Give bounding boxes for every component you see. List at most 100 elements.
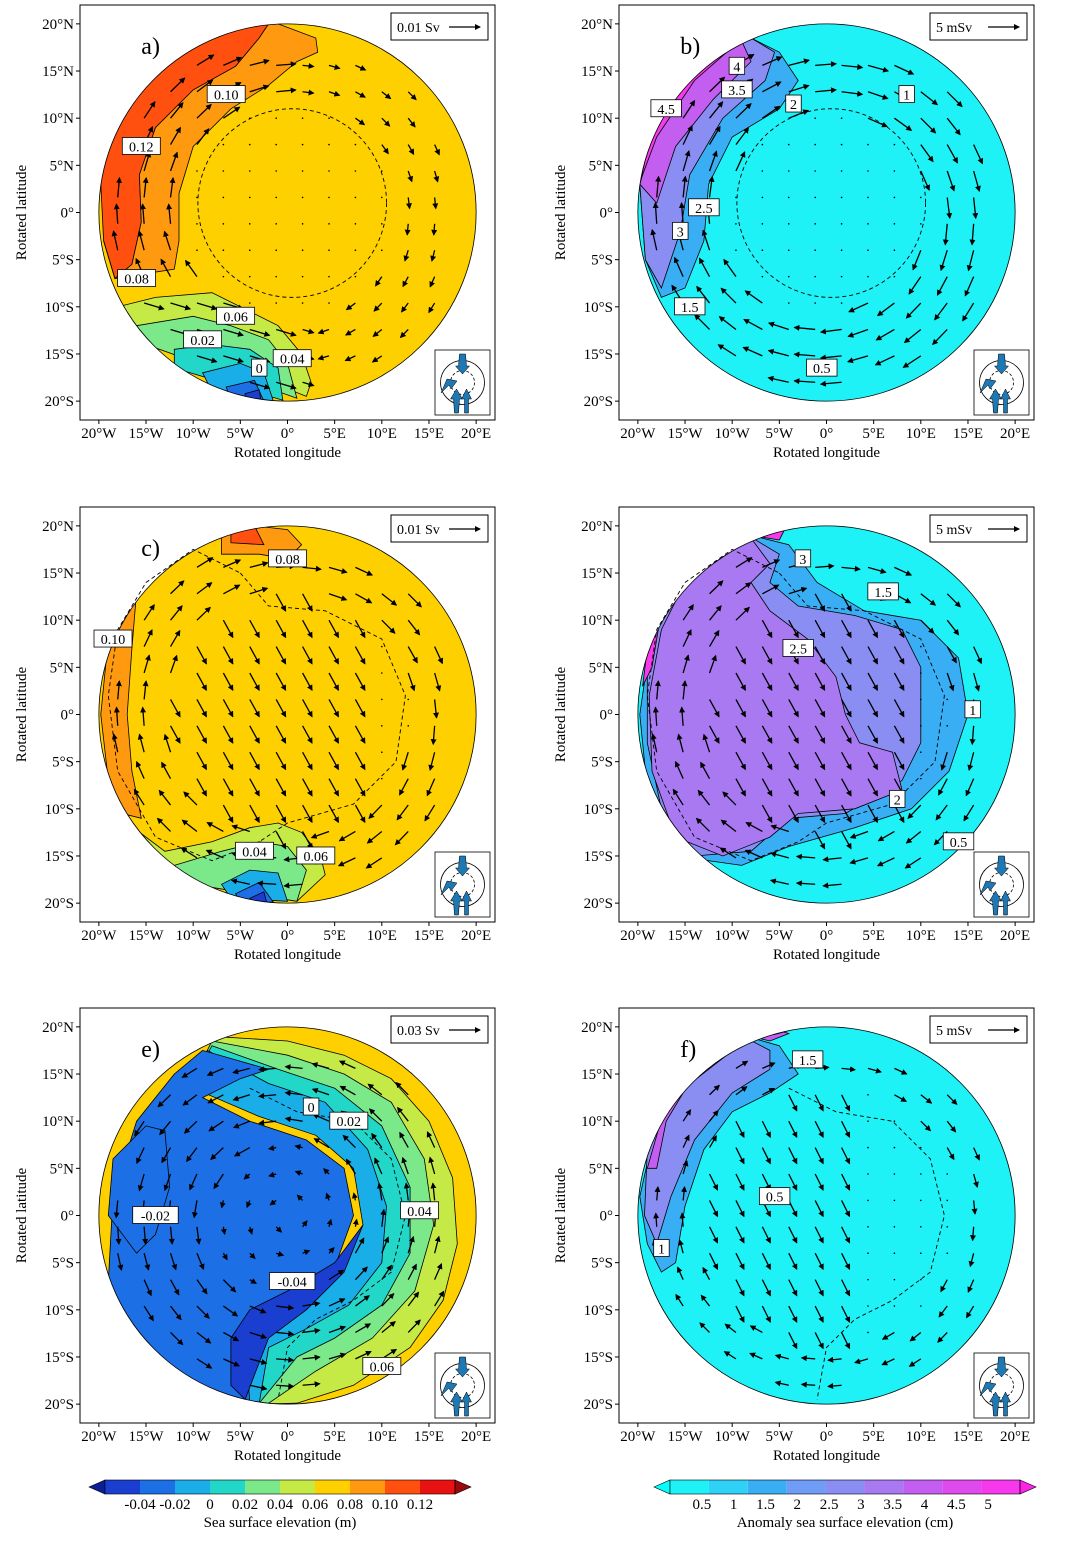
vector-arrow xyxy=(407,1235,415,1254)
vector-arrow xyxy=(793,324,816,331)
vector-arrow xyxy=(761,751,773,771)
vector-arrow xyxy=(761,725,773,744)
vector-arrow xyxy=(381,1292,395,1307)
panel-label: b) xyxy=(680,34,700,60)
vector-arrow xyxy=(396,804,409,821)
inset-outflow-arrow xyxy=(979,378,997,394)
y-axis-label: Rotated latitude xyxy=(553,1167,569,1263)
vector-dot xyxy=(840,143,843,146)
vector-field xyxy=(113,1060,445,1391)
vector-arrow xyxy=(302,593,313,612)
x-tick-label: 10°W xyxy=(176,1429,212,1445)
vector-dot xyxy=(920,1278,922,1281)
contour-fills xyxy=(107,1035,458,1405)
contour-label-text: 1 xyxy=(969,704,976,719)
vector-dot xyxy=(222,275,225,278)
contour-label-text: 3.5 xyxy=(728,84,746,99)
vector-arrow xyxy=(761,1252,771,1271)
colorbar-segment xyxy=(903,1480,943,1494)
contour-label: -0.02 xyxy=(132,1206,179,1225)
vector-arrow xyxy=(920,1094,933,1104)
contour-label: 0.5 xyxy=(942,832,975,851)
x-tick-label: 20°W xyxy=(81,928,117,944)
vector-arrow xyxy=(275,1251,285,1257)
vector-arrow xyxy=(249,751,260,771)
vector-arrow xyxy=(196,54,215,66)
vector-dot xyxy=(814,275,816,278)
vector-arrow xyxy=(143,100,156,119)
vector-arrow xyxy=(946,646,957,664)
vector-dot xyxy=(248,143,251,146)
contour-region xyxy=(230,1224,364,1401)
vector-dot xyxy=(222,249,225,252)
inset-outflow-arrow xyxy=(440,880,458,896)
y-tick-label: 0° xyxy=(61,1209,75,1225)
vector-arrow xyxy=(867,804,879,824)
vector-arrow xyxy=(269,1199,277,1206)
vector-dot xyxy=(867,1278,869,1281)
vector-arrow xyxy=(210,1147,224,1161)
vector-arrow xyxy=(371,1132,383,1148)
vector-arrow xyxy=(735,1060,749,1069)
vector-arrow xyxy=(881,1331,895,1340)
vector-arrow xyxy=(971,1200,978,1215)
contour-label-text: 1.5 xyxy=(799,1054,817,1069)
vector-arrow xyxy=(402,276,409,288)
vector-arrow xyxy=(720,287,737,304)
vector-arrow xyxy=(709,76,726,93)
contour-label-box xyxy=(650,99,682,118)
contour-label-text: 0.12 xyxy=(129,140,154,155)
vector-arrow xyxy=(205,849,224,859)
panel-label: c) xyxy=(141,536,160,562)
vector-arrow xyxy=(170,580,185,595)
contour-label-box xyxy=(216,306,256,325)
vector-arrow xyxy=(430,1182,437,1201)
contour-label: 0.10 xyxy=(206,85,246,104)
vector-arrow xyxy=(405,197,412,210)
vector-arrow xyxy=(770,851,789,859)
colorbar-segment xyxy=(864,1480,904,1494)
inset-south-arrow-1 xyxy=(989,1391,1002,1417)
vector-arrow xyxy=(814,1147,824,1165)
vector-arrow xyxy=(819,380,842,387)
vector-arrow xyxy=(328,778,340,797)
contour-label-text: 2.5 xyxy=(789,642,807,657)
vector-arrow xyxy=(654,680,661,700)
vector-arrow xyxy=(232,1120,251,1129)
inset-inflow-arrow xyxy=(454,855,471,877)
vector-dot xyxy=(867,1226,869,1228)
vector-arrow xyxy=(761,778,773,797)
vector-arrow xyxy=(169,629,181,647)
vector-arrow xyxy=(867,646,879,665)
vector-arrow xyxy=(920,619,935,634)
vector-arrow xyxy=(169,699,181,718)
vector-arrow xyxy=(275,593,287,612)
vector-dot xyxy=(196,249,198,252)
x-axis-label: Rotated longitude xyxy=(234,947,341,963)
chart-d: 3 1.5 2.5 1 2 0.5 5 mSv 20°W 15°W 10°W 5°W 0° 5°E 10°… xyxy=(553,506,1035,963)
vector-dot xyxy=(867,1146,869,1149)
vector-arrow xyxy=(735,127,750,145)
vector-arrow xyxy=(183,1120,198,1134)
vector-arrow xyxy=(284,1090,303,1097)
vector-arrow xyxy=(742,346,763,357)
vector-arrow xyxy=(973,170,981,193)
vector-dot xyxy=(328,117,330,119)
vector-arrow xyxy=(735,1173,745,1191)
x-tick-label: 5°W xyxy=(227,1429,255,1445)
vector-arrow xyxy=(920,1120,932,1132)
vector-arrow xyxy=(434,144,440,156)
vector-arrow xyxy=(222,106,241,119)
vector-arrow xyxy=(170,302,192,311)
y-tick-label: 5°S xyxy=(591,755,613,771)
vector-arrow xyxy=(709,1084,720,1096)
vector-arrow xyxy=(249,1331,268,1340)
vector-dot xyxy=(301,117,304,119)
x-tick-label: 20°E xyxy=(461,426,491,442)
vector-arrow xyxy=(328,90,341,97)
vector-arrow xyxy=(222,1305,239,1317)
vector-arrow xyxy=(894,1067,908,1075)
vector-arrow xyxy=(761,672,773,692)
contour-label-text: 0.02 xyxy=(190,334,215,349)
x-tick-label: 15°E xyxy=(414,426,444,442)
